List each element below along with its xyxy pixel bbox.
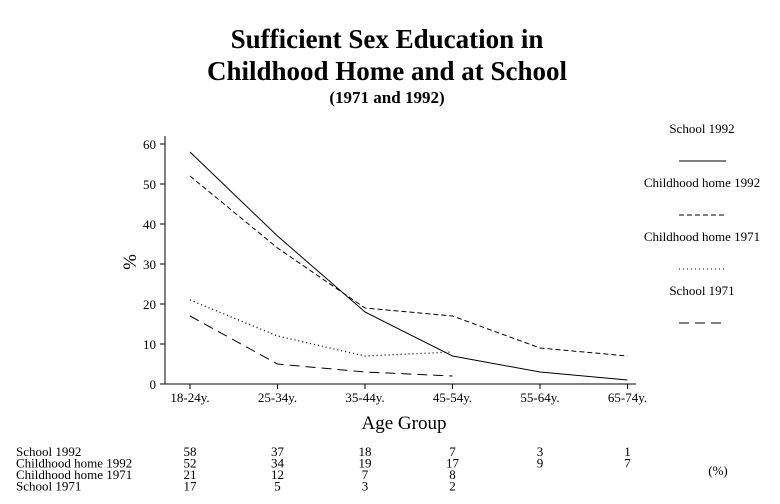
x-ticks: 18-24y. 25-34y. 35-44y. 45-54y. 55-64y. 65-74…: [170, 384, 647, 405]
y-tick-label-20: 20: [143, 297, 156, 312]
x-tick-label-55-64y: 55-64y.: [520, 390, 559, 405]
table-cell-school-1992-25-34y: 37: [271, 444, 285, 459]
table-unit-label: (%): [708, 463, 728, 478]
table-cell-childhood-home-1992-65-74y: 7: [624, 456, 631, 471]
table-cell-childhood-home-1992-18-24y: 52: [184, 456, 197, 471]
table-cell-childhood-home-1971-18-24y: 21: [184, 467, 197, 482]
table-cell-school-1992-45-54y: 7: [449, 444, 456, 459]
series-line-school-1992: [189, 151, 628, 381]
x-axis-title: Age Group: [362, 413, 447, 434]
series-lines: [189, 151, 628, 381]
legend-label-childhood-home-1971: Childhood home 1971: [644, 229, 760, 244]
x-tick-label-25-34y: 25-34y.: [258, 390, 297, 405]
y-ticks: 0 10 20 30 40 50 60: [143, 137, 165, 392]
y-tick-label-60: 60: [143, 137, 156, 152]
table-cell-school-1971-18-24y: 17: [184, 479, 198, 494]
series-line-childhood-home-1992: [189, 175, 628, 357]
chart-title-line-1: Sufficient Sex Education in: [231, 24, 544, 54]
table-row-label-childhood-home-1992: Childhood home 1992: [16, 456, 132, 471]
y-tick-label-0: 0: [150, 377, 157, 392]
legend-label-school-1992: School 1992: [669, 121, 734, 136]
table-cell-school-1971-45-54y: 2: [449, 479, 456, 494]
table-row-label-childhood-home-1971: Childhood home 1971: [16, 467, 132, 482]
table-row-label-school-1992: School 1992: [16, 444, 81, 459]
table-cell-school-1992-35-44y: 18: [359, 444, 372, 459]
table-cell-school-1992-55-64y: 3: [537, 444, 544, 459]
legend-label-childhood-home-1992: Childhood home 1992: [644, 175, 760, 190]
table-cell-childhood-home-1992-55-64y: 9: [537, 456, 544, 471]
chart-subtitle: (1971 and 1992): [329, 88, 444, 107]
y-tick-label-40: 40: [143, 217, 156, 232]
table-cell-childhood-home-1992-35-44y: 19: [359, 456, 372, 471]
table-cell-school-1971-25-34y: 5: [274, 479, 281, 494]
legend-label-school-1971: School 1971: [669, 283, 734, 298]
chart-title-line-2: Childhood Home and at School: [207, 56, 568, 86]
table-cell-childhood-home-1971-45-54y: 8: [449, 467, 456, 482]
y-tick-label-10: 10: [143, 337, 156, 352]
x-tick-label-18-24y: 18-24y.: [170, 390, 209, 405]
table-cell-school-1992-18-24y: 58: [184, 444, 197, 459]
x-tick-label-65-74y: 65-74y.: [608, 390, 647, 405]
series-line-school-1971: [189, 315, 453, 377]
table-cell-childhood-home-1992-45-54y: 17: [446, 456, 460, 471]
y-tick-label-50: 50: [143, 177, 156, 192]
legend: School 1992 Childhood home 1992 Childhood …: [644, 121, 760, 324]
table-cell-childhood-home-1971-25-34y: 12: [271, 467, 284, 482]
table-cell-childhood-home-1992-25-34y: 34: [271, 456, 285, 471]
x-tick-label-45-54y: 45-54y.: [433, 390, 472, 405]
y-axis-title: %: [120, 254, 141, 270]
table-row-label-school-1971: School 1971: [16, 479, 81, 494]
y-tick-label-30: 30: [143, 257, 156, 272]
table-cell-school-1971-35-44y: 3: [362, 479, 369, 494]
table-cell-school-1992-65-74y: 1: [624, 444, 631, 459]
series-line-childhood-home-1971: [189, 299, 453, 357]
x-tick-label-35-44y: 35-44y.: [345, 390, 384, 405]
table-cell-childhood-home-1971-35-44y: 7: [362, 467, 369, 482]
